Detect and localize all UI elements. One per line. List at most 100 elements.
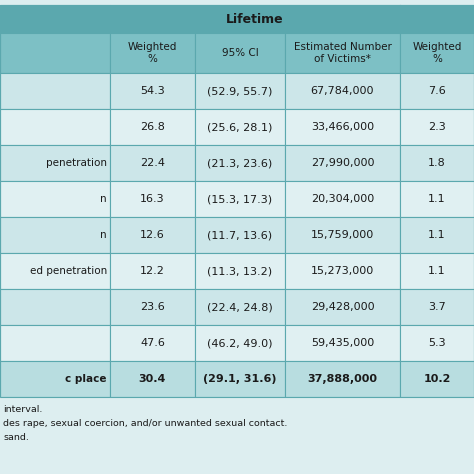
Bar bbox=[0, 109, 110, 145]
Bar bbox=[195, 289, 285, 325]
Text: 1.8: 1.8 bbox=[428, 158, 446, 168]
Text: 10.2: 10.2 bbox=[423, 374, 451, 384]
Bar bbox=[285, 325, 400, 361]
Bar bbox=[0, 5, 110, 33]
Bar bbox=[0, 325, 110, 361]
Text: (21.3, 23.6): (21.3, 23.6) bbox=[207, 158, 273, 168]
Text: Weighted
%: Weighted % bbox=[128, 42, 177, 64]
Bar bbox=[0, 181, 110, 217]
Bar bbox=[195, 253, 285, 289]
Bar bbox=[400, 325, 474, 361]
Bar bbox=[400, 5, 474, 33]
Text: (52.9, 55.7): (52.9, 55.7) bbox=[207, 86, 273, 96]
Bar bbox=[110, 325, 195, 361]
Text: 7.6: 7.6 bbox=[428, 86, 446, 96]
Bar bbox=[110, 217, 195, 253]
Text: (25.6, 28.1): (25.6, 28.1) bbox=[207, 122, 273, 132]
Bar bbox=[110, 33, 195, 73]
Bar bbox=[285, 217, 400, 253]
Text: 33,466,000: 33,466,000 bbox=[311, 122, 374, 132]
Bar bbox=[400, 361, 474, 397]
Text: Lifetime: Lifetime bbox=[226, 12, 284, 26]
Bar bbox=[400, 109, 474, 145]
Bar bbox=[400, 33, 474, 73]
Bar bbox=[0, 33, 110, 73]
Bar bbox=[195, 325, 285, 361]
Bar bbox=[0, 253, 110, 289]
Text: 37,888,000: 37,888,000 bbox=[308, 374, 377, 384]
Bar bbox=[0, 361, 110, 397]
Bar bbox=[400, 181, 474, 217]
Text: (22.4, 24.8): (22.4, 24.8) bbox=[207, 302, 273, 312]
Bar bbox=[195, 361, 285, 397]
Text: 23.6: 23.6 bbox=[140, 302, 165, 312]
Text: 59,435,000: 59,435,000 bbox=[311, 338, 374, 348]
Text: penetration: penetration bbox=[46, 158, 107, 168]
Bar bbox=[195, 181, 285, 217]
Bar bbox=[285, 253, 400, 289]
Text: (29.1, 31.6): (29.1, 31.6) bbox=[203, 374, 277, 384]
Bar bbox=[110, 145, 195, 181]
Text: Estimated Number
of Victims*: Estimated Number of Victims* bbox=[293, 42, 392, 64]
Bar bbox=[285, 181, 400, 217]
Bar bbox=[0, 217, 110, 253]
Text: 3.7: 3.7 bbox=[428, 302, 446, 312]
Text: interval.: interval. bbox=[3, 405, 42, 414]
Bar bbox=[195, 73, 285, 109]
Text: 1.1: 1.1 bbox=[428, 230, 446, 240]
Bar bbox=[195, 33, 285, 73]
Text: 16.3: 16.3 bbox=[140, 194, 165, 204]
Text: n: n bbox=[100, 194, 107, 204]
Text: 1.1: 1.1 bbox=[428, 194, 446, 204]
Text: Weighted
%: Weighted % bbox=[412, 42, 462, 64]
Text: 54.3: 54.3 bbox=[140, 86, 165, 96]
Text: 30.4: 30.4 bbox=[139, 374, 166, 384]
Text: 95% CI: 95% CI bbox=[222, 48, 258, 58]
Text: ed penetration: ed penetration bbox=[30, 266, 107, 276]
Bar bbox=[0, 73, 110, 109]
Text: n: n bbox=[100, 230, 107, 240]
Bar bbox=[195, 145, 285, 181]
Text: 12.6: 12.6 bbox=[140, 230, 165, 240]
Bar bbox=[110, 109, 195, 145]
Text: 26.8: 26.8 bbox=[140, 122, 165, 132]
Text: 20,304,000: 20,304,000 bbox=[311, 194, 374, 204]
Bar bbox=[400, 253, 474, 289]
Text: (11.3, 13.2): (11.3, 13.2) bbox=[208, 266, 273, 276]
Text: (46.2, 49.0): (46.2, 49.0) bbox=[207, 338, 273, 348]
Bar bbox=[400, 73, 474, 109]
Text: 27,990,000: 27,990,000 bbox=[311, 158, 374, 168]
Bar bbox=[285, 361, 400, 397]
Text: (15.3, 17.3): (15.3, 17.3) bbox=[208, 194, 273, 204]
Bar bbox=[110, 181, 195, 217]
Bar bbox=[285, 145, 400, 181]
Text: 22.4: 22.4 bbox=[140, 158, 165, 168]
Text: sand.: sand. bbox=[3, 433, 29, 442]
Text: 2.3: 2.3 bbox=[428, 122, 446, 132]
Bar bbox=[285, 289, 400, 325]
Text: 47.6: 47.6 bbox=[140, 338, 165, 348]
Text: 15,759,000: 15,759,000 bbox=[311, 230, 374, 240]
Bar bbox=[110, 253, 195, 289]
Text: 5.3: 5.3 bbox=[428, 338, 446, 348]
Bar bbox=[110, 289, 195, 325]
Text: 15,273,000: 15,273,000 bbox=[311, 266, 374, 276]
Bar bbox=[110, 73, 195, 109]
Text: 29,428,000: 29,428,000 bbox=[310, 302, 374, 312]
Text: c place: c place bbox=[65, 374, 107, 384]
Bar bbox=[195, 109, 285, 145]
Bar bbox=[400, 145, 474, 181]
Bar bbox=[400, 217, 474, 253]
Bar bbox=[110, 5, 400, 33]
Text: 12.2: 12.2 bbox=[140, 266, 165, 276]
Bar bbox=[195, 217, 285, 253]
Text: 1.1: 1.1 bbox=[428, 266, 446, 276]
Bar bbox=[400, 289, 474, 325]
Bar bbox=[285, 109, 400, 145]
Bar bbox=[285, 73, 400, 109]
Text: 67,784,000: 67,784,000 bbox=[311, 86, 374, 96]
Bar bbox=[0, 397, 474, 474]
Bar bbox=[0, 289, 110, 325]
Bar bbox=[0, 145, 110, 181]
Text: (11.7, 13.6): (11.7, 13.6) bbox=[208, 230, 273, 240]
